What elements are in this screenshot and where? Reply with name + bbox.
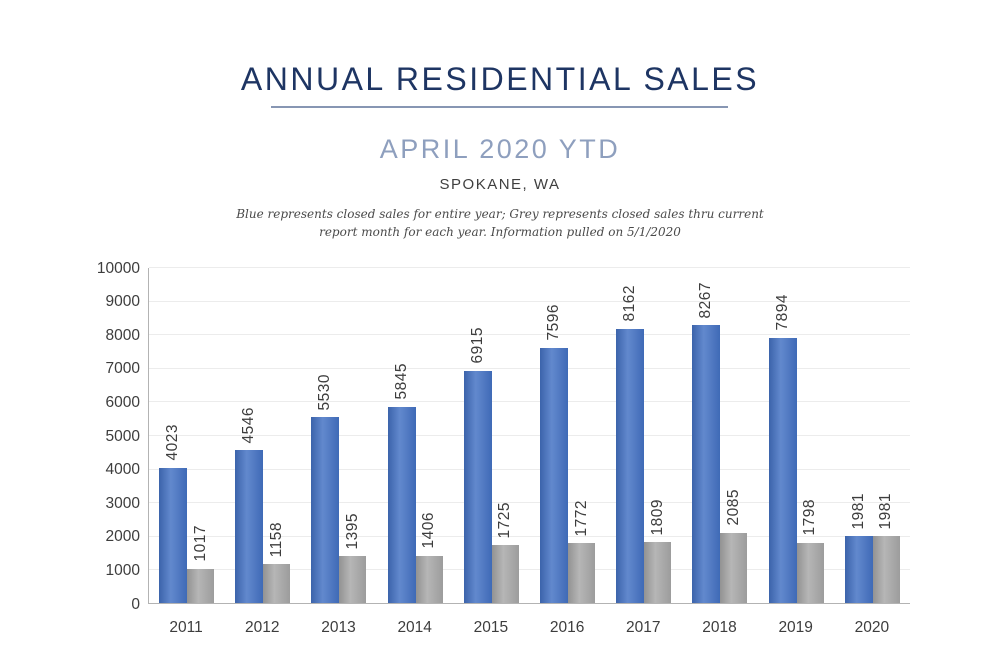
bar-value-label: 6915 bbox=[468, 327, 486, 364]
bar-2020-ytd bbox=[872, 536, 900, 603]
y-tick-label: 0 bbox=[131, 595, 140, 613]
y-tick-label: 7000 bbox=[105, 360, 140, 378]
title-underline bbox=[271, 106, 728, 108]
bar-2019-annual bbox=[768, 337, 797, 604]
bar-value-label: 1798 bbox=[801, 499, 819, 536]
y-tick-label: 8000 bbox=[105, 326, 140, 344]
x-axis-label: 2013 bbox=[321, 619, 356, 636]
bar-value-label: 1772 bbox=[572, 499, 590, 537]
bar-2012-ytd bbox=[263, 564, 291, 603]
x-axis-label: 2011 bbox=[169, 619, 203, 636]
x-axis-label: 2015 bbox=[473, 619, 509, 636]
bar-2015-annual bbox=[463, 370, 492, 604]
page-subtitle: APRIL 2020 YTD bbox=[379, 134, 621, 164]
bar-value-label: 1981 bbox=[877, 492, 895, 530]
bar-value-label: 1809 bbox=[648, 498, 666, 536]
gridline-6000 bbox=[149, 401, 910, 403]
bar-value-label: 1406 bbox=[420, 512, 438, 549]
x-axis-label: 2012 bbox=[245, 619, 280, 636]
bar-2016-annual bbox=[540, 347, 568, 604]
bar-2013-annual bbox=[311, 417, 340, 603]
bar-2011-annual bbox=[159, 467, 187, 604]
y-axis-labels: 0 1000 2000 3000 4000 5000 6000 7000 8000 9000 100… bbox=[0, 260, 140, 613]
bar-value-label: 7894 bbox=[773, 294, 791, 331]
bar-2014-annual bbox=[387, 406, 416, 604]
bar-2016-ytd bbox=[568, 543, 595, 603]
bar-2019-ytd bbox=[796, 542, 824, 604]
legend-note: Blue represents closed sales for entire … bbox=[0, 206, 1000, 241]
bar-value-label: 4023 bbox=[164, 424, 181, 461]
x-axis-label: 2019 bbox=[778, 619, 813, 636]
bar-value-label: 1725 bbox=[496, 501, 514, 539]
y-tick-label: 5000 bbox=[105, 427, 140, 445]
y-tick-label: 3000 bbox=[105, 494, 140, 512]
bar-2018-annual bbox=[692, 325, 721, 603]
gridline-8000 bbox=[149, 334, 910, 336]
y-tick-label: 2000 bbox=[105, 528, 140, 546]
x-axis-label: 2014 bbox=[397, 619, 432, 636]
y-tick-label: 6000 bbox=[105, 393, 140, 411]
gridline-2000 bbox=[149, 535, 910, 537]
plot-area: 4023 1017 4546 1158 5530 1395 5845 1406 6915 1725… bbox=[148, 267, 910, 604]
gridline-3000 bbox=[149, 502, 910, 504]
gridline-7000 bbox=[149, 367, 910, 369]
bar-value-label: 5845 bbox=[392, 363, 410, 400]
bar-value-label: 1981 bbox=[849, 492, 867, 530]
gridline-10000 bbox=[149, 267, 910, 268]
bar-2018-ytd bbox=[720, 532, 748, 604]
bar-2012-annual bbox=[235, 450, 264, 603]
bar-value-label: 2085 bbox=[724, 489, 742, 526]
bar-2013-ytd bbox=[339, 556, 367, 603]
x-axis-label: 2020 bbox=[854, 619, 890, 636]
bar-value-label: 1158 bbox=[267, 521, 285, 558]
bar-value-label: 5530 bbox=[316, 373, 334, 411]
gridline-4000 bbox=[149, 468, 910, 470]
legend-note-line1: Blue represents closed sales for entire … bbox=[236, 207, 764, 221]
gridline-9000 bbox=[149, 300, 910, 302]
y-tick-label: 4000 bbox=[105, 461, 140, 479]
y-tick-label: 9000 bbox=[105, 293, 140, 311]
legend-note-line2: report month for each year. Information … bbox=[319, 224, 681, 239]
x-axis-label: 2018 bbox=[702, 619, 737, 636]
bar-2015-ytd bbox=[491, 545, 519, 603]
page-title: ANNUAL RESIDENTIAL SALES bbox=[240, 61, 760, 97]
bar-2014-ytd bbox=[415, 555, 443, 604]
annual-sales-bar-chart: 0 1000 2000 3000 4000 5000 6000 7000 8000 9000 100… bbox=[0, 260, 1000, 656]
x-axis-labels: 2011 2012 2013 2014 2015 2016 2017 2018 2019 2020 bbox=[148, 618, 910, 642]
bar-value-label: 8162 bbox=[621, 285, 639, 322]
bar-value-label: 4546 bbox=[240, 406, 258, 444]
bar-2020-annual bbox=[844, 536, 873, 603]
x-axis-label: 2017 bbox=[626, 619, 661, 636]
gridline-1000 bbox=[149, 569, 910, 571]
y-tick-label: 1000 bbox=[105, 561, 140, 579]
y-tick-label: 10000 bbox=[96, 259, 140, 277]
gridline-5000 bbox=[149, 435, 910, 436]
bar-2017-ytd bbox=[644, 542, 672, 603]
x-axis-label: 2016 bbox=[549, 619, 585, 636]
bar-value-label: 8267 bbox=[697, 281, 715, 319]
bar-value-label: 1017 bbox=[191, 525, 209, 562]
bar-2017-annual bbox=[616, 328, 645, 604]
bar-value-label: 1395 bbox=[343, 512, 361, 550]
bar-2011-ytd bbox=[187, 568, 214, 604]
location-label: SPOKANE, WA bbox=[439, 176, 561, 193]
bar-value-label: 7596 bbox=[545, 304, 562, 341]
